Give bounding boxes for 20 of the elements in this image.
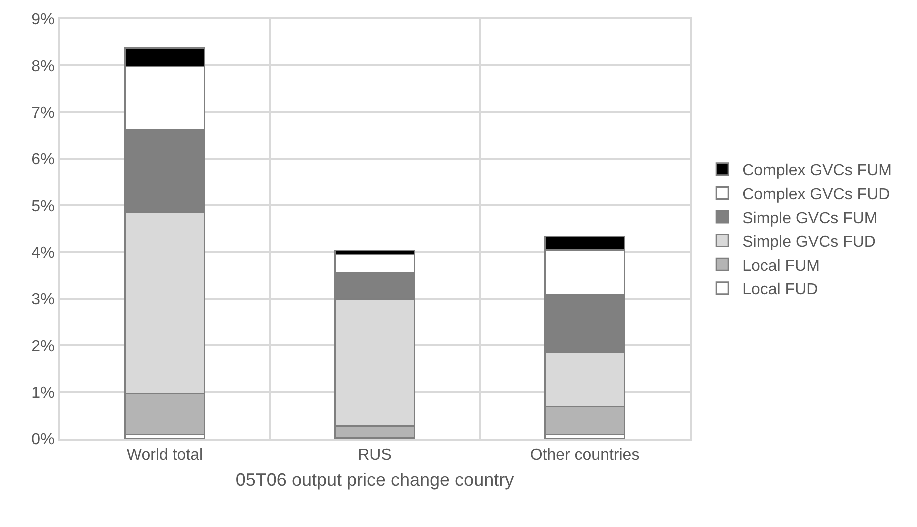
y-tick-label: 8% [32,58,55,76]
x-tick-label: RUS [358,447,392,464]
y-tick-label: 3% [32,292,55,309]
y-tick-label: 4% [32,244,55,262]
legend-label: Complex GVCs FUM [742,162,892,180]
x-tick-label: World total [126,447,204,464]
y-tick-label: 0% [32,432,55,449]
legend-label: Local FUD [742,282,818,299]
y-tick-label: 7% [32,104,55,122]
x-axis-title: 05T06 output price change country [236,470,514,490]
legend-label: Local FUM [742,258,820,275]
x-tick-label: Other countries [530,447,640,464]
y-tick-label: 5% [32,198,55,216]
legend-label: Simple GVCs FUD [742,234,876,252]
y-tick-label: 2% [32,338,55,356]
legend-label: Simple GVCs FUM [742,210,878,228]
legend-label: Complex GVCs FUD [742,186,890,204]
y-tick-label: 6% [32,152,55,169]
y-tick-label: 1% [32,384,55,402]
y-tick-label: 9% [32,12,55,29]
